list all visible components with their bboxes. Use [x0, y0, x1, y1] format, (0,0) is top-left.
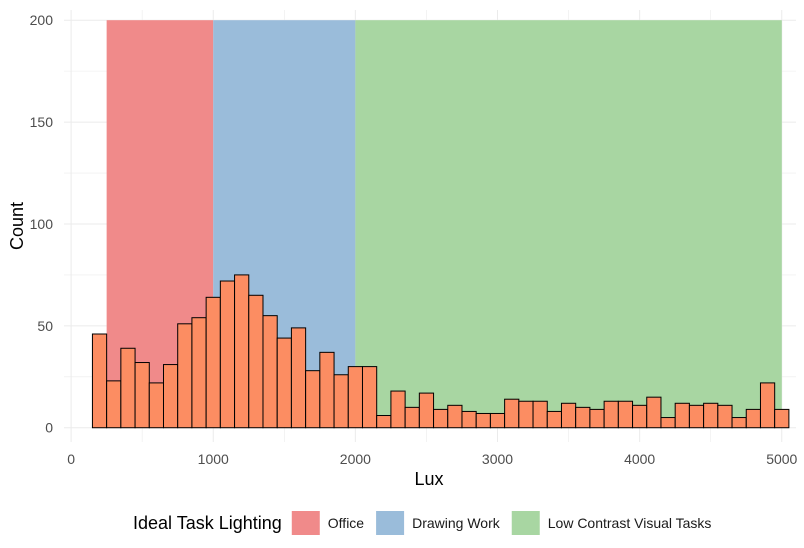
y-tick-label: 150 [30, 114, 54, 130]
histogram-bar [532, 400, 548, 429]
histogram-bar [703, 402, 719, 429]
histogram-bar [333, 374, 349, 429]
histogram-bar [617, 400, 634, 429]
histogram-bar [774, 408, 790, 429]
legend-label-low-contrast-visual-tasks: Low Contrast Visual Tasks [548, 515, 712, 531]
histogram-bar [404, 406, 420, 429]
histogram-bar [106, 380, 122, 429]
histogram-bar [660, 417, 676, 429]
histogram-bar [262, 315, 278, 429]
histogram-bar [603, 400, 619, 429]
histogram-bar [390, 390, 406, 429]
histogram-bar [489, 412, 506, 429]
histogram-bar [688, 404, 705, 429]
y-tick-label: 50 [37, 318, 53, 334]
legend-swatch-office [291, 511, 320, 535]
histogram-bar [518, 400, 534, 429]
x-tick-label: 0 [67, 451, 75, 467]
legend-swatch-low-contrast-visual-tasks [511, 511, 540, 535]
histogram-bar [205, 296, 221, 429]
histogram-bar [120, 347, 136, 429]
y-tick-label: 100 [30, 216, 54, 232]
y-tick-label: 200 [30, 12, 54, 28]
histogram-bar [290, 327, 307, 429]
x-axis-title: Lux [414, 469, 443, 489]
histogram-bars [91, 274, 790, 429]
range-low-contrast-visual-tasks [355, 20, 782, 428]
histogram-bar [148, 382, 164, 429]
histogram-bar [461, 410, 477, 429]
histogram-bar [504, 398, 520, 429]
x-axis-ticks: 0 1000 2000 3000 4000 5000 [67, 451, 797, 467]
histogram-bar [646, 396, 662, 429]
legend: Ideal Task Lighting Office Drawing Work Lo… [133, 511, 711, 535]
histogram-bar [546, 410, 562, 429]
histogram-bar [575, 406, 591, 429]
y-axis-ticks: 0 50 100 150 200 [30, 12, 54, 436]
x-tick-label: 2000 [340, 451, 371, 467]
histogram-bar [731, 417, 747, 429]
x-tick-label: 3000 [482, 451, 513, 467]
histogram-bar [319, 351, 335, 429]
x-tick-label: 5000 [766, 451, 797, 467]
histogram-bar [347, 366, 363, 429]
histogram-bar [305, 370, 321, 429]
x-tick-label: 4000 [624, 451, 655, 467]
histogram-bar [177, 323, 193, 429]
histogram-bar [276, 337, 292, 429]
histogram-bar [745, 408, 761, 429]
legend-label-drawing-work: Drawing Work [412, 515, 501, 531]
histogram-bar [134, 362, 150, 429]
histogram-bar [219, 280, 236, 429]
histogram-bar [560, 402, 577, 429]
histogram-bar [418, 392, 435, 429]
histogram-bar [234, 274, 250, 429]
legend-title: Ideal Task Lighting [133, 513, 282, 533]
legend-label-office: Office [328, 515, 365, 531]
histogram-bar [632, 404, 648, 429]
histogram-bar [433, 408, 449, 429]
x-tick-label: 1000 [198, 451, 229, 467]
histogram-bar [759, 382, 776, 429]
histogram-bar [674, 402, 690, 429]
histogram-bar [191, 317, 207, 429]
histogram-bar [376, 415, 392, 429]
histogram-bar [589, 408, 605, 429]
histogram-bar [717, 404, 733, 429]
y-axis-title: Count [7, 202, 27, 250]
histogram-bar [248, 294, 264, 429]
histogram-bar [475, 412, 491, 429]
legend-items: Office Drawing Work Low Contrast Visual Ta… [291, 511, 712, 535]
legend-swatch-drawing-work [376, 511, 405, 535]
y-tick-label: 0 [45, 420, 53, 436]
histogram-bar [91, 333, 108, 429]
histogram-bar [447, 404, 463, 429]
histogram-bar [162, 364, 179, 429]
histogram-bar [361, 366, 378, 429]
